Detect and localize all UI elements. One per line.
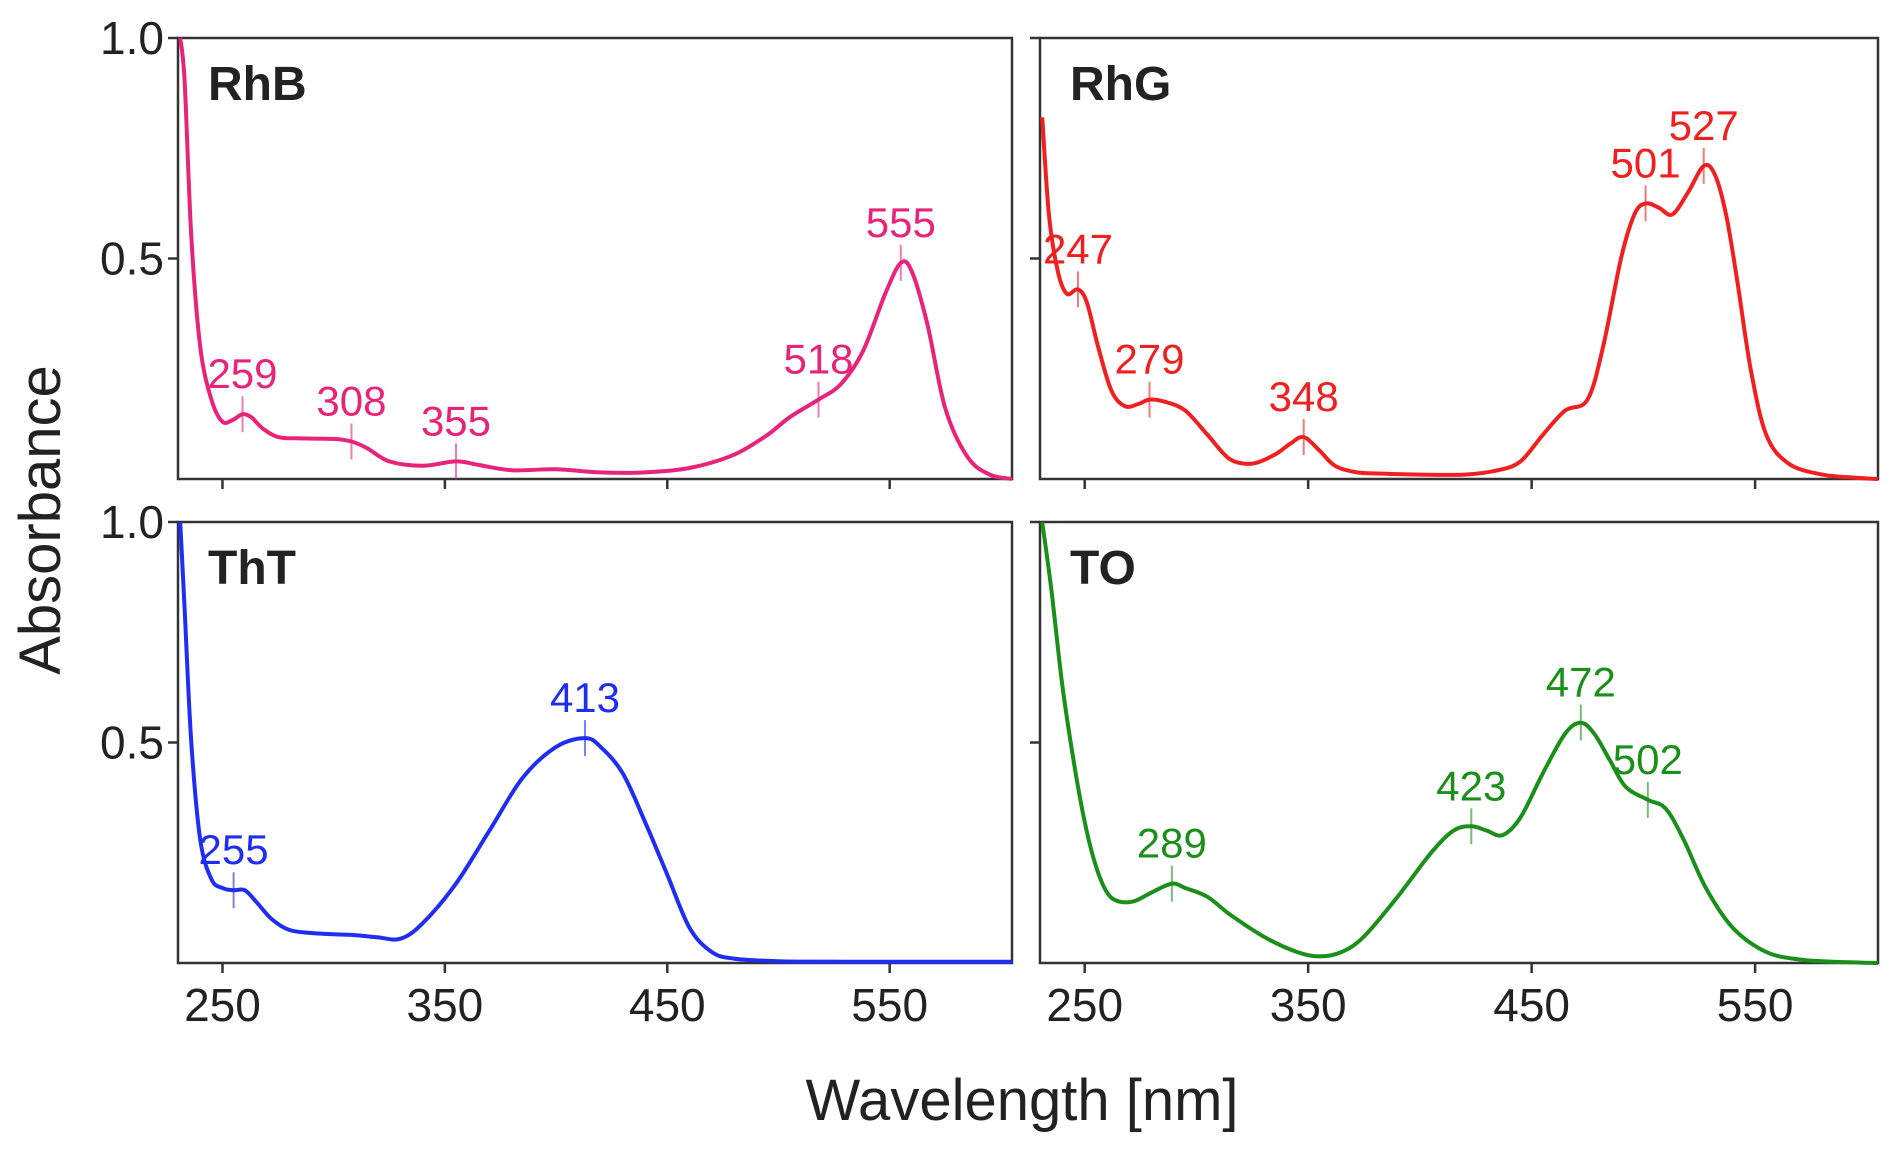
peak-label: 527 bbox=[1669, 102, 1739, 149]
x-tick-label: 350 bbox=[1270, 979, 1347, 1031]
y-tick-label: 1.0 bbox=[100, 12, 164, 64]
spectrum-line bbox=[178, 521, 1012, 964]
peak-label: 348 bbox=[1269, 373, 1339, 420]
x-tick-label: 450 bbox=[629, 979, 706, 1031]
peak-label: 289 bbox=[1137, 820, 1207, 867]
peak-label: 308 bbox=[316, 378, 386, 425]
x-tick-label: 250 bbox=[1046, 979, 1123, 1031]
x-tick-label: 550 bbox=[1717, 979, 1794, 1031]
plot-frame bbox=[1038, 520, 1880, 965]
peak-label: 502 bbox=[1613, 736, 1683, 783]
y-tick-label: 1.0 bbox=[100, 496, 164, 548]
panel-title: ThT bbox=[208, 542, 296, 595]
panel-title: TO bbox=[1070, 542, 1136, 595]
peak-label: 355 bbox=[421, 397, 491, 444]
peak-label: 413 bbox=[550, 674, 620, 721]
panel-title: RhG bbox=[1070, 58, 1171, 111]
panel-title: RhB bbox=[208, 58, 307, 111]
panel-bottom-right: 250 350 450 550 TO 289 423 472 502 bbox=[1030, 520, 1880, 1031]
x-tick-label: 550 bbox=[851, 979, 928, 1031]
peak-label: 501 bbox=[1611, 139, 1681, 186]
y-tick-label: 0.5 bbox=[100, 717, 164, 769]
peak-label: 259 bbox=[207, 350, 277, 397]
y-tick-label: 0.5 bbox=[100, 233, 164, 285]
panel-bottom-left: 250 350 450 550 0.5 1.0 ThT 255 413 bbox=[100, 496, 1014, 1031]
peak-label: 255 bbox=[199, 826, 269, 873]
peak-label: 279 bbox=[1114, 336, 1184, 383]
peak-label: 423 bbox=[1436, 762, 1506, 809]
spectrum-line bbox=[1040, 117, 1879, 481]
peak-label: 555 bbox=[866, 199, 936, 246]
peak-label: 247 bbox=[1043, 225, 1113, 272]
peak-label: 518 bbox=[783, 336, 853, 383]
y-axis-title: Absorbance bbox=[8, 365, 73, 675]
spectrum-line bbox=[1040, 521, 1879, 965]
panel-top-left: 0.5 1.0 RhB 259 308 355 518 555 bbox=[100, 12, 1014, 489]
x-axis-title: Wavelength [nm] bbox=[805, 1068, 1238, 1133]
x-tick-label: 350 bbox=[407, 979, 484, 1031]
x-tick-label: 450 bbox=[1493, 979, 1570, 1031]
peak-label: 472 bbox=[1546, 659, 1616, 706]
x-tick-label: 250 bbox=[184, 979, 261, 1031]
